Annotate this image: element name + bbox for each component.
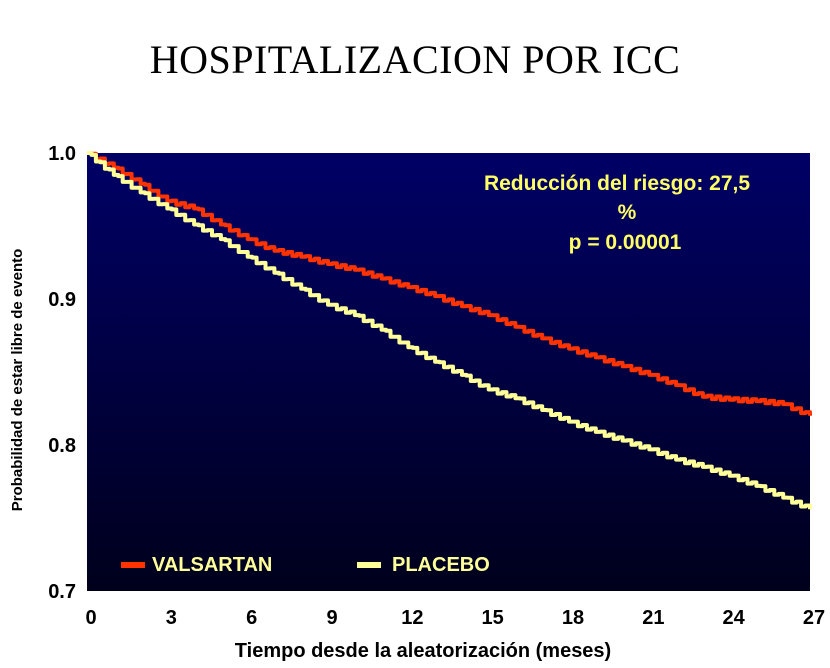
x-tick-label: 12 [401,607,423,629]
x-tick-label: 15 [482,607,504,629]
y-tick-label: 0.9 [48,289,76,311]
y-tick-label: 0.7 [48,581,76,603]
annotation-line-1: Reducción del riesgo: 27,5 [484,172,750,195]
x-tick-label: 24 [723,607,746,629]
annotation-line-2: % [618,201,637,224]
x-tick-label: 18 [562,607,584,629]
x-tick-labels: 0 3 6 9 12 15 18 21 24 27 [85,607,825,629]
legend-label-valsartan: VALSARTAN [152,554,272,576]
chart-title: HOSPITALIZACION POR ICC [149,37,681,82]
x-tick-label: 0 [85,607,96,629]
legend-label-placebo: PLACEBO [392,554,490,576]
y-tick-label: 1.0 [48,143,76,165]
x-tick-label: 21 [642,607,664,629]
series-line-placebo [87,151,812,510]
legend: VALSARTAN PLACEBO [121,554,490,576]
x-tick-label: 27 [803,607,825,629]
series-layer [87,151,812,510]
y-tick-label: 0.8 [48,435,76,457]
x-tick-label: 9 [326,607,337,629]
series-line-valsartan [87,151,812,416]
risk-annotation: Reducción del riesgo: 27,5 % p = 0.00001 [484,172,750,254]
y-axis-label: Probabilidad de estar libre de evento [9,249,26,512]
y-tick-labels: 1.0 0.9 0.8 0.7 [48,143,76,603]
annotation-line-3: p = 0.00001 [569,231,682,254]
x-tick-label: 6 [246,607,257,629]
x-tick-label: 3 [166,607,177,629]
x-axis-label: Tiempo desde la aleatorización (meses) [235,640,611,662]
plot-area [87,153,810,591]
